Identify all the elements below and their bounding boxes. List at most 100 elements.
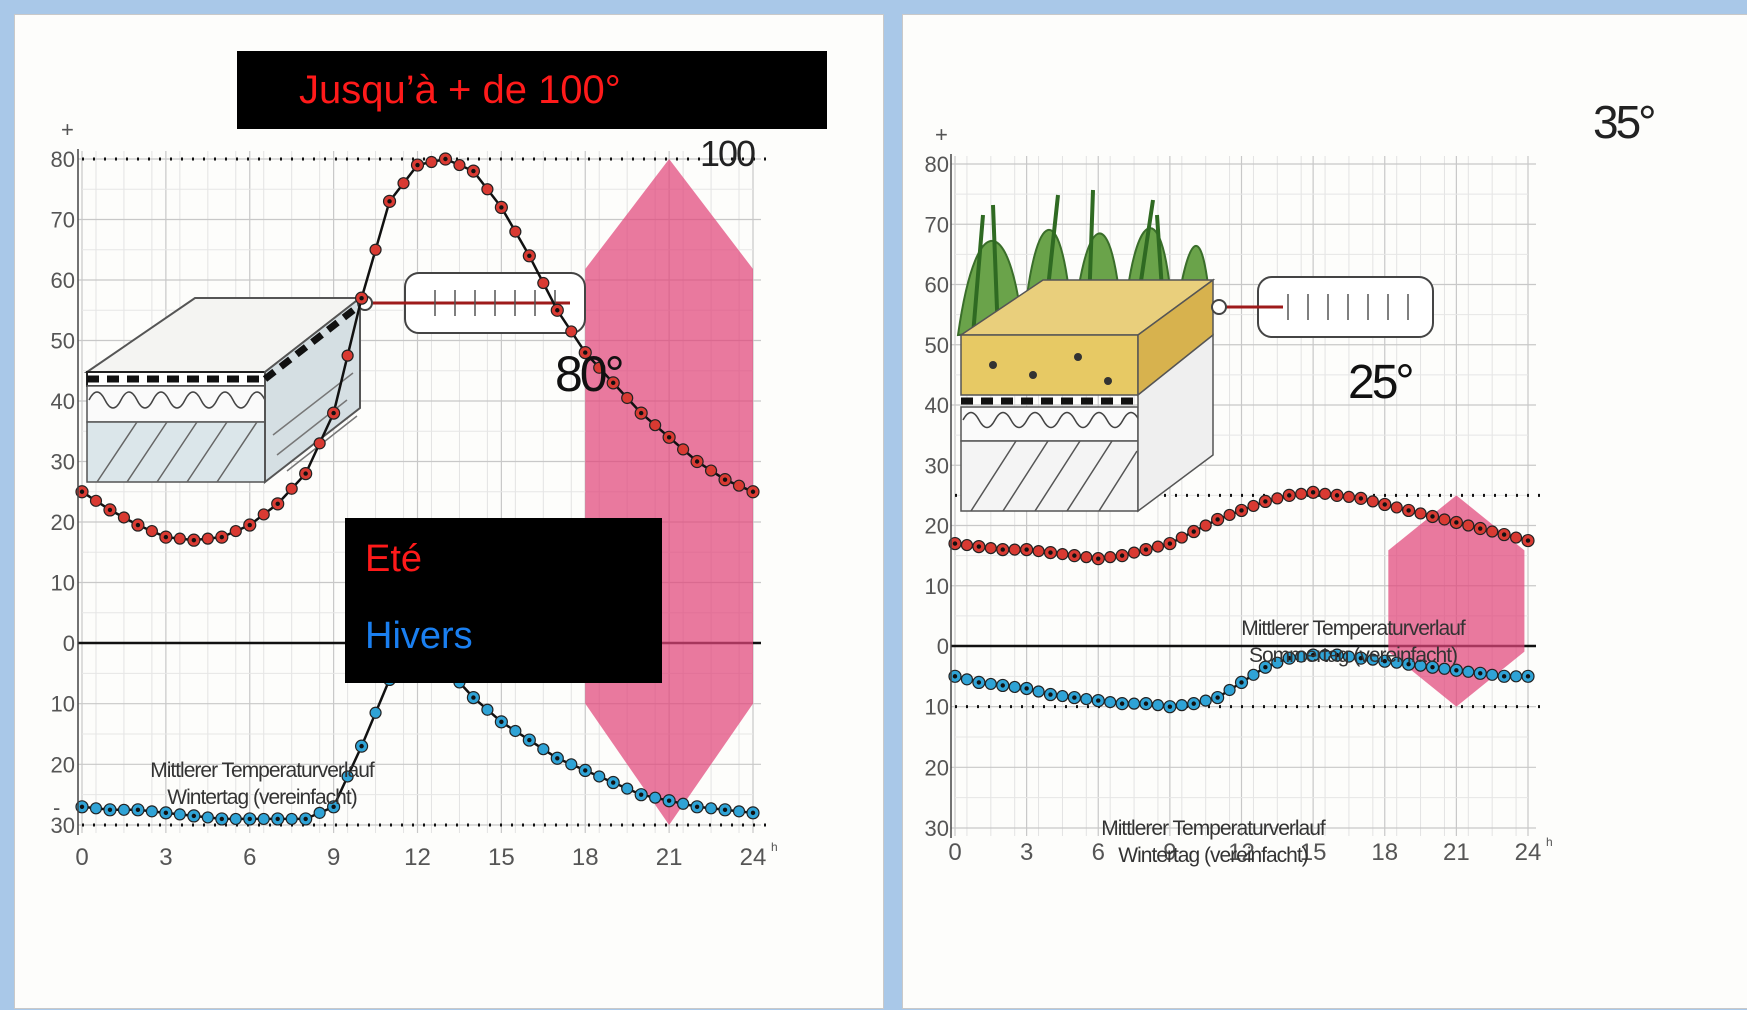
c0-summer-bead <box>201 532 214 545</box>
c0-summer-joint <box>750 489 756 494</box>
c0-summer-joint <box>415 162 420 168</box>
c0-summer-joint <box>555 308 560 313</box>
c1-winter-bead <box>1175 699 1188 712</box>
c1-summer-joint <box>1287 493 1292 498</box>
c1-summer-joint <box>1096 556 1101 561</box>
c1-summer-joint <box>1454 520 1459 525</box>
c1-winter-bead <box>1462 665 1475 678</box>
c0-summer-bead <box>593 361 606 374</box>
c1-winter-joint <box>1143 701 1149 706</box>
c1-summer-bead <box>1462 519 1475 532</box>
summer-annotation: Mittlerer Temperaturverlauf Sommertag (v… <box>1188 615 1518 669</box>
summer-annotation-line2: Sommertag (vereinfacht) <box>1248 644 1458 667</box>
c0-x-tick-label: 21 <box>656 844 683 871</box>
c0-summer-bead <box>537 276 550 290</box>
c1-winter-bead <box>1486 668 1499 681</box>
c1-winter-joint <box>1334 652 1340 658</box>
c1-plus-sign: + <box>935 122 948 147</box>
c1-winter-joint <box>1167 704 1173 709</box>
c0-winter-joint <box>79 804 85 809</box>
c0-summer-joint <box>387 199 392 204</box>
c1-summer-bead <box>1247 499 1260 513</box>
c1-y-tick-label: 0 <box>937 634 949 659</box>
summer-annotation-line1: Mittlerer Temperaturverlauf <box>1241 617 1466 640</box>
c0-winter-joint <box>722 807 728 813</box>
c0-winter-bead <box>537 743 550 756</box>
c1-winter-bead <box>1056 689 1069 703</box>
c0-winter-joint <box>247 816 252 822</box>
c0-summer-bead <box>649 419 662 432</box>
c1-y-tick-label: 70 <box>925 212 949 237</box>
winter-annotation-right: Mittlerer Temperaturverlauf Wintertag (v… <box>1048 815 1378 869</box>
c0-winter-joint <box>499 719 504 725</box>
c0-x-tick-label: 6 <box>243 844 256 871</box>
c1-x-tick-label: 0 <box>948 839 961 866</box>
c0-summer-bead <box>453 158 466 172</box>
c0-winter-joint <box>638 792 644 797</box>
c0-winter-bead <box>117 803 131 816</box>
c1-summer-joint <box>1072 553 1077 558</box>
winter-annotation-right-line1: Mittlerer Temperaturverlauf <box>1101 817 1326 840</box>
c0-y-tick-label: 50 <box>51 329 75 354</box>
c0-minus-sign: - <box>53 795 60 820</box>
c1-summer-bead <box>1318 487 1332 500</box>
c0-summer-joint <box>219 534 224 540</box>
winter-annotation-line1: Mittlerer Temperaturverlauf <box>150 759 375 782</box>
c1-winter-bead <box>1080 692 1093 706</box>
thermometer-reading-80: 80° <box>555 346 625 402</box>
c0-winter-bead <box>341 770 354 783</box>
c0-winter-joint <box>359 743 364 749</box>
c1-summer-joint <box>1501 532 1507 537</box>
c1-winter-joint <box>1501 674 1507 679</box>
c1-summer-joint <box>1310 490 1316 495</box>
c0-summer-bead <box>481 183 494 196</box>
c0-summer-bead <box>313 437 326 450</box>
c1-winter-bead <box>1342 650 1356 663</box>
c0-x-unit-mark: h <box>771 840 778 854</box>
c1-winter-joint <box>952 674 958 679</box>
c0-winter-joint <box>666 798 672 803</box>
c0-winter-bead <box>509 724 522 738</box>
c0-winter-bead <box>621 782 634 795</box>
c0-y-tick-label: 30 <box>51 450 75 475</box>
c1-winter-bead <box>984 677 997 691</box>
c0-y-tick-label: 30 <box>51 813 75 838</box>
c0-summer-joint <box>107 507 113 513</box>
c0-summer-joint <box>79 489 85 494</box>
c1-winter-joint <box>1310 652 1316 658</box>
c0-summer-bead <box>173 532 186 545</box>
c0-winter-joint <box>555 756 560 761</box>
c1-winter-joint <box>1430 665 1435 670</box>
c1-y-tick-label: 10 <box>925 574 949 599</box>
green-roof-illustration <box>956 189 1434 513</box>
c0-winter-bead <box>313 806 326 819</box>
c1-summer-joint <box>1334 493 1340 498</box>
winter-annotation: Mittlerer Temperaturverlauf Wintertag (v… <box>97 757 427 811</box>
c0-winter-bead <box>201 811 214 824</box>
c0-summer-joint <box>666 435 672 440</box>
c0-winter-joint <box>471 695 476 700</box>
c1-y-tick-label: 50 <box>925 333 949 358</box>
c0-winter-bead <box>257 812 270 826</box>
c0-summer-bead <box>425 155 438 169</box>
c1-summer-joint <box>1119 553 1125 558</box>
c1-summer-bead <box>1366 495 1379 508</box>
c1-summer-joint <box>1525 538 1531 543</box>
c0-y-tick-label: 10 <box>51 571 75 596</box>
c0-winter-joint <box>163 810 169 816</box>
c1-winter-bead <box>1223 683 1236 697</box>
c1-x-tick-label: 15 <box>1300 839 1327 866</box>
c0-summer-joint <box>443 156 448 162</box>
c0-winter-bead <box>732 805 746 818</box>
c1-winter-joint <box>1048 692 1053 697</box>
c0-winter-bead <box>369 706 382 719</box>
c0-summer-joint <box>611 380 616 386</box>
c0-summer-joint <box>722 477 728 482</box>
banner-overlay: Jusqu’à + de 100° <box>237 51 827 129</box>
c0-winter-joint <box>303 816 308 822</box>
c0-winter-joint <box>694 804 700 809</box>
c1-summer-joint <box>1024 547 1029 552</box>
c0-winter-bead <box>145 805 158 818</box>
c1-winter-joint <box>1239 680 1244 685</box>
c1-summer-joint <box>1000 547 1005 552</box>
